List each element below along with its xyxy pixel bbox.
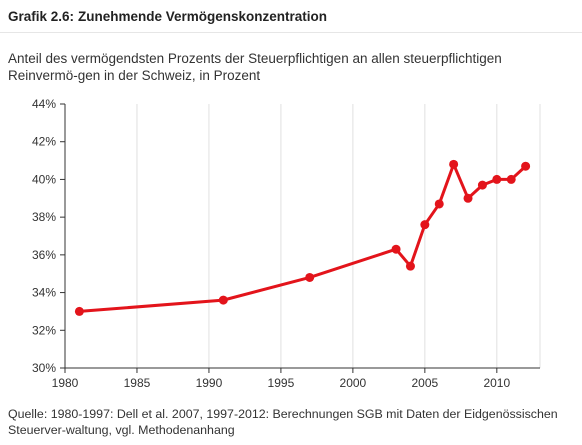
data-point bbox=[521, 161, 531, 171]
y-tick-label: 38% bbox=[32, 210, 56, 224]
data-series bbox=[74, 159, 531, 316]
x-tick-label: 2005 bbox=[411, 376, 438, 390]
y-tick-label: 40% bbox=[32, 172, 56, 186]
data-point bbox=[391, 244, 401, 254]
data-point bbox=[405, 261, 415, 271]
header-divider bbox=[0, 32, 582, 33]
data-point bbox=[506, 174, 516, 184]
data-point bbox=[463, 193, 473, 203]
y-tick-label: 44% bbox=[32, 97, 56, 111]
y-tick-label: 32% bbox=[32, 323, 56, 337]
source-note: Quelle: 1980-1997: Dell et al. 2007, 199… bbox=[8, 407, 558, 437]
x-tick-label: 1990 bbox=[196, 376, 223, 390]
title-text: Zunehmende Vermögenskonzentration bbox=[78, 9, 328, 24]
y-tick-label: 36% bbox=[32, 248, 56, 262]
y-tick-label: 42% bbox=[32, 135, 56, 149]
data-point bbox=[477, 180, 487, 190]
y-tick-label: 34% bbox=[32, 286, 56, 300]
x-tick-label: 1980 bbox=[52, 376, 79, 390]
data-point bbox=[449, 159, 459, 169]
data-point bbox=[492, 174, 502, 184]
data-point bbox=[74, 306, 84, 316]
y-tick-label: 30% bbox=[32, 361, 56, 375]
axes: 30% 32% 34% 36% 38% 40% 42% 44% 1980 1985 1990 1995… bbox=[32, 97, 540, 390]
chart-subtitle: Anteil des vermögendsten Prozents der St… bbox=[8, 51, 502, 83]
x-tick-label: 2010 bbox=[483, 376, 510, 390]
x-tick-label: 1995 bbox=[268, 376, 295, 390]
figure-number: Grafik 2.6: bbox=[8, 9, 75, 24]
grid bbox=[136, 104, 541, 368]
data-point bbox=[420, 220, 430, 230]
series-line bbox=[79, 162, 527, 313]
data-point bbox=[218, 295, 228, 305]
x-tick-label: 2000 bbox=[340, 376, 367, 390]
data-point bbox=[434, 199, 444, 209]
figure-title: Grafik 2.6: Zunehmende Vermögenskonzentra… bbox=[8, 9, 327, 24]
x-tick-label: 1985 bbox=[124, 376, 151, 390]
data-point bbox=[305, 272, 315, 282]
